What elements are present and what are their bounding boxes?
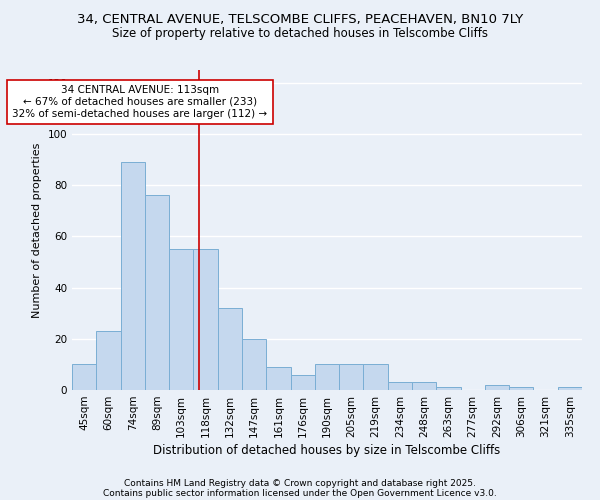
Text: Contains HM Land Registry data © Crown copyright and database right 2025.: Contains HM Land Registry data © Crown c… bbox=[124, 478, 476, 488]
Bar bbox=[509, 388, 533, 390]
Bar bbox=[412, 382, 436, 390]
Bar bbox=[193, 249, 218, 390]
Bar bbox=[266, 367, 290, 390]
Text: 34, CENTRAL AVENUE, TELSCOMBE CLIFFS, PEACEHAVEN, BN10 7LY: 34, CENTRAL AVENUE, TELSCOMBE CLIFFS, PE… bbox=[77, 12, 523, 26]
Bar bbox=[388, 382, 412, 390]
Bar bbox=[121, 162, 145, 390]
Bar bbox=[558, 388, 582, 390]
Bar bbox=[169, 249, 193, 390]
Bar bbox=[364, 364, 388, 390]
Bar bbox=[218, 308, 242, 390]
X-axis label: Distribution of detached houses by size in Telscombe Cliffs: Distribution of detached houses by size … bbox=[154, 444, 500, 457]
Y-axis label: Number of detached properties: Number of detached properties bbox=[32, 142, 42, 318]
Text: Size of property relative to detached houses in Telscombe Cliffs: Size of property relative to detached ho… bbox=[112, 28, 488, 40]
Bar bbox=[96, 331, 121, 390]
Text: 34 CENTRAL AVENUE: 113sqm
← 67% of detached houses are smaller (233)
32% of semi: 34 CENTRAL AVENUE: 113sqm ← 67% of detac… bbox=[13, 86, 268, 118]
Bar bbox=[242, 339, 266, 390]
Bar bbox=[436, 388, 461, 390]
Bar bbox=[315, 364, 339, 390]
Bar bbox=[339, 364, 364, 390]
Bar bbox=[290, 374, 315, 390]
Text: Contains public sector information licensed under the Open Government Licence v3: Contains public sector information licen… bbox=[103, 488, 497, 498]
Bar bbox=[72, 364, 96, 390]
Bar bbox=[485, 385, 509, 390]
Bar bbox=[145, 196, 169, 390]
